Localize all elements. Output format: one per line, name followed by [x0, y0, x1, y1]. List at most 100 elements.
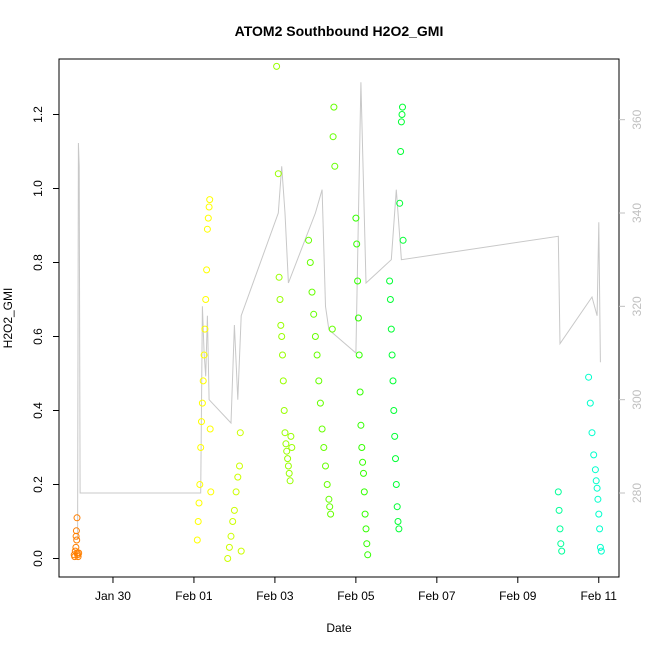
data-point — [596, 525, 604, 533]
data-point — [227, 532, 235, 540]
data-point — [284, 455, 292, 463]
data-point — [397, 118, 405, 126]
data-point — [397, 148, 405, 155]
x-tick-label: Feb 11 — [581, 589, 618, 603]
data-point — [393, 503, 401, 511]
data-point — [193, 536, 201, 544]
data-point — [399, 103, 406, 111]
y-axis: 0.0 0.2 0.4 0.6 0.8 1.0 1.2 — [31, 106, 59, 567]
data-point — [74, 553, 82, 561]
data-point — [399, 236, 407, 244]
data-point — [279, 377, 287, 385]
data-point — [392, 455, 399, 463]
data-point — [391, 432, 399, 440]
x-tick-label: Feb 07 — [418, 589, 456, 603]
y2-tick-label: 280 — [630, 483, 644, 503]
data-point — [320, 444, 328, 451]
data-point — [596, 543, 604, 551]
data-point — [318, 425, 326, 433]
secondary-line-layer — [77, 82, 601, 540]
data-point — [353, 240, 361, 248]
data-point — [588, 429, 596, 437]
data-point — [592, 477, 600, 485]
data-point — [361, 510, 369, 518]
data-point — [313, 351, 321, 359]
data-point — [287, 432, 295, 440]
y2-tick-label: 340 — [630, 203, 644, 223]
data-point — [558, 547, 566, 555]
data-point — [331, 162, 339, 170]
data-point — [285, 469, 293, 477]
data-point — [386, 296, 394, 303]
data-point — [284, 462, 292, 470]
data-point — [322, 462, 329, 470]
data-point — [197, 444, 205, 451]
y-tick-label: 0.0 — [31, 550, 45, 567]
y-tick-label: 0.6 — [31, 328, 45, 345]
data-point — [352, 214, 360, 222]
data-point — [73, 514, 81, 522]
data-point — [224, 555, 232, 562]
y2-tick-label: 320 — [630, 296, 644, 316]
plot-frame — [58, 58, 620, 578]
x-tick-label: Feb 01 — [175, 589, 213, 603]
secondary-series-line — [77, 82, 601, 540]
data-point — [387, 325, 395, 333]
data-point — [277, 321, 285, 329]
data-point — [590, 451, 598, 459]
data-point — [329, 133, 337, 141]
data-point — [234, 473, 242, 481]
data-point — [207, 488, 215, 496]
data-point — [279, 351, 286, 359]
data-point — [306, 259, 314, 266]
data-point — [204, 214, 212, 222]
y-tick-label: 0.8 — [31, 254, 45, 271]
data-point — [323, 481, 331, 488]
data-point — [282, 440, 290, 448]
data-point — [394, 518, 402, 525]
data-point — [280, 407, 288, 414]
data-point — [359, 458, 367, 466]
data-point — [358, 444, 366, 451]
data-point — [593, 484, 601, 492]
data-point — [357, 421, 365, 429]
y2-tick-label: 360 — [630, 109, 644, 129]
data-point — [594, 495, 602, 503]
data-point — [229, 518, 237, 525]
data-point — [276, 296, 284, 303]
data-point — [395, 525, 403, 533]
data-point — [356, 388, 364, 396]
y-tick-label: 1.0 — [31, 180, 45, 197]
data-point — [200, 351, 208, 359]
data-point — [554, 488, 562, 496]
x-tick-label: Jan 30 — [95, 589, 131, 603]
y-tick-label: 0.2 — [31, 476, 45, 493]
data-point — [237, 547, 245, 555]
data-point — [225, 543, 233, 551]
data-point — [236, 429, 244, 437]
data-point — [325, 495, 333, 503]
data-point — [363, 540, 371, 548]
data-point — [388, 351, 396, 359]
points-layer — [70, 62, 605, 562]
x-axis-label: Date — [326, 621, 352, 635]
data-point — [308, 288, 316, 296]
data-point — [392, 481, 400, 488]
data-point — [386, 277, 394, 285]
data-point — [206, 196, 214, 204]
data-point — [330, 103, 338, 111]
data-point — [327, 510, 335, 518]
data-point — [198, 418, 205, 426]
data-point — [278, 333, 286, 340]
data-point — [203, 266, 211, 274]
data-point — [305, 236, 313, 244]
data-point — [315, 377, 323, 385]
data-point — [396, 199, 404, 207]
data-point — [274, 170, 282, 178]
data-point — [360, 488, 368, 496]
data-point — [72, 527, 80, 535]
x-tick-label: Feb 09 — [499, 589, 537, 603]
data-point — [236, 462, 243, 470]
data-point — [73, 536, 81, 544]
